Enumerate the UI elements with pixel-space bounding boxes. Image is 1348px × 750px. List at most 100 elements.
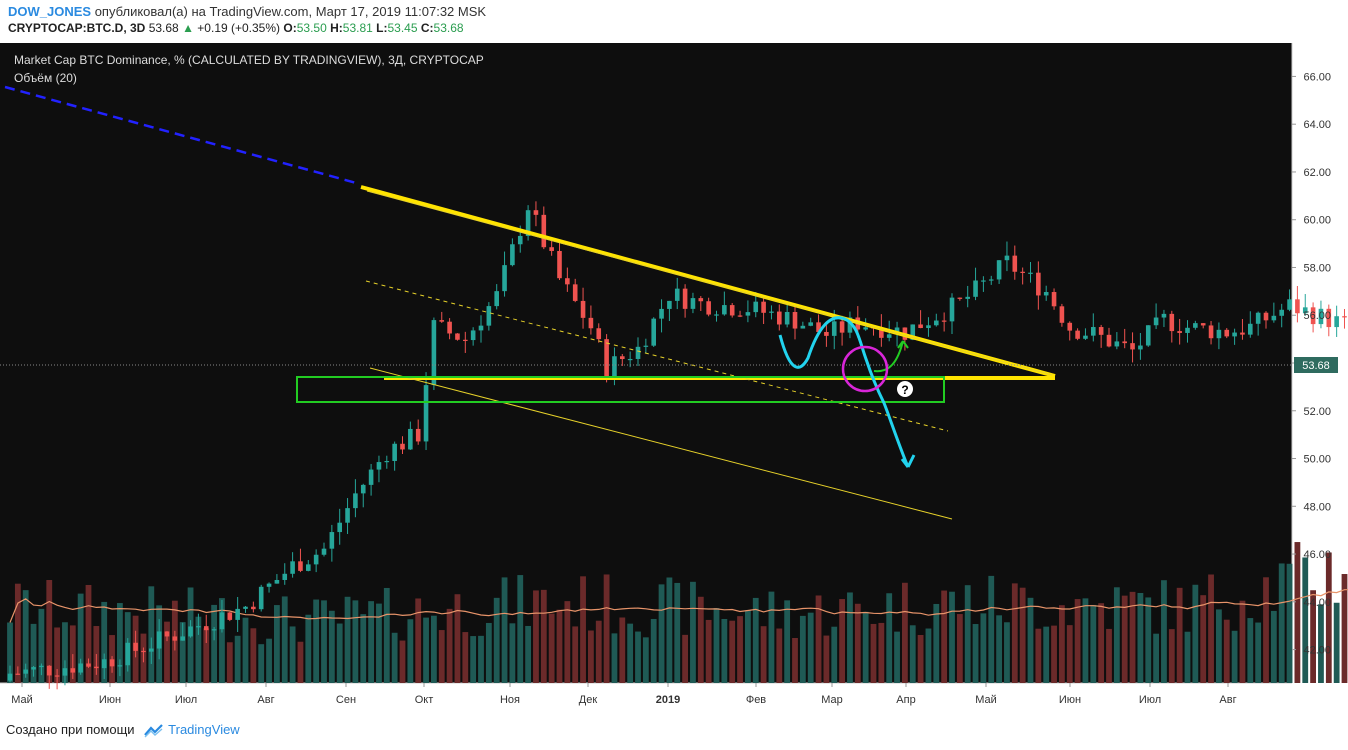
candle-body — [368, 469, 374, 485]
candle-body — [957, 297, 963, 299]
candle-body — [463, 339, 468, 341]
question-icon — [897, 381, 913, 397]
volume-bar — [360, 614, 367, 683]
price-tick-label: 66.00 — [1303, 71, 1331, 83]
volume-bar — [1161, 580, 1167, 683]
volume-bar — [650, 618, 657, 683]
volume-bar — [1129, 591, 1136, 683]
volume-bar — [352, 600, 359, 683]
volume-bar — [234, 635, 241, 683]
volume-bar — [1239, 600, 1246, 683]
volume-bar — [784, 600, 791, 683]
candle-body — [1169, 313, 1175, 332]
candle-body — [973, 280, 978, 297]
volume-bar — [1121, 595, 1128, 683]
volume-bar — [752, 597, 759, 683]
price-change: +0.19 (+0.35%) — [197, 21, 281, 35]
projected-path-cyan — [778, 316, 916, 468]
candle-body — [879, 328, 884, 338]
candle-body — [525, 210, 531, 236]
price-tick-label: 62.00 — [1303, 167, 1331, 179]
candle-body — [125, 642, 131, 666]
candle-body — [722, 305, 727, 315]
candle-body — [188, 626, 193, 637]
candle-body — [1122, 341, 1127, 344]
candle-body — [1114, 341, 1120, 347]
candle-body — [321, 548, 327, 555]
price-chart[interactable]: 66.0064.0062.0060.0058.0056.0054.0052.00… — [0, 43, 1348, 715]
channel-top-line — [366, 190, 1053, 376]
candle-body — [141, 650, 146, 653]
volume-bar — [313, 599, 320, 683]
candle-body — [981, 280, 986, 282]
plot-background — [0, 43, 1292, 683]
candle-body — [455, 333, 460, 340]
time-tick-label: 2019 — [656, 694, 680, 706]
volume-bar — [682, 634, 688, 683]
candle-body — [1216, 329, 1222, 339]
candle-body — [934, 320, 939, 326]
author-link[interactable]: DOW_JONES — [8, 4, 92, 19]
candle-body — [965, 296, 970, 299]
volume-bar — [525, 625, 531, 683]
candle-body — [863, 327, 868, 330]
volume-bar — [556, 609, 563, 683]
volume-bar — [831, 626, 838, 683]
volume-bar — [799, 615, 806, 683]
candle-body — [926, 325, 931, 329]
volume-bar — [274, 605, 280, 683]
candle-body — [753, 301, 759, 313]
candle-body — [70, 668, 76, 673]
volume-bar — [1066, 625, 1073, 683]
volume-bar — [1168, 629, 1175, 683]
candle-body — [557, 250, 562, 279]
tradingview-link[interactable]: TradingView — [168, 722, 240, 737]
candle-body — [847, 317, 853, 333]
volume-bar — [729, 620, 736, 683]
candle-body — [635, 346, 641, 359]
candle-body — [784, 312, 790, 325]
volume-bar — [1341, 574, 1348, 683]
created-with-text: Создано при помощи — [6, 722, 135, 737]
volume-bar — [1286, 563, 1293, 683]
candle-body — [243, 606, 248, 609]
candle-body — [831, 321, 837, 336]
candle-body — [769, 311, 774, 313]
volume-bar — [509, 623, 516, 683]
time-axis — [0, 683, 1292, 715]
highlight-circle — [841, 345, 889, 393]
volume-bar — [391, 632, 398, 683]
candle-body — [1255, 312, 1261, 324]
volume-bar — [823, 635, 830, 683]
candle-body — [109, 659, 115, 667]
volume-bar — [399, 640, 406, 683]
candle-body — [1334, 316, 1339, 328]
candle-body — [1145, 325, 1151, 346]
candle-body — [306, 564, 311, 571]
volume-bar — [1302, 557, 1309, 683]
volume-bar — [572, 626, 579, 683]
volume-bar — [1027, 597, 1034, 683]
volume-legend: Объём (20) — [14, 71, 77, 85]
volume-bar — [1145, 597, 1152, 683]
volume-bar — [854, 603, 861, 683]
support-zone-box — [296, 376, 945, 403]
volume-bar — [737, 616, 743, 683]
time-tick-label: Окт — [415, 694, 434, 706]
candle-body — [235, 608, 240, 620]
price-tick-label: 64.00 — [1303, 119, 1331, 131]
candle-body — [1012, 255, 1018, 272]
volume-bar — [1278, 563, 1285, 683]
candle-body — [565, 278, 570, 285]
candle-body — [15, 673, 21, 675]
candle-body — [627, 358, 633, 361]
candle-body — [988, 279, 994, 281]
volume-bar — [980, 613, 987, 683]
volume-bar — [988, 575, 995, 683]
candle-body — [415, 428, 421, 442]
candle-body — [408, 428, 413, 450]
volume-bar — [1043, 626, 1050, 683]
volume-bar — [909, 625, 916, 683]
volume-bar — [690, 581, 696, 683]
time-tick-label: Фев — [746, 694, 766, 706]
